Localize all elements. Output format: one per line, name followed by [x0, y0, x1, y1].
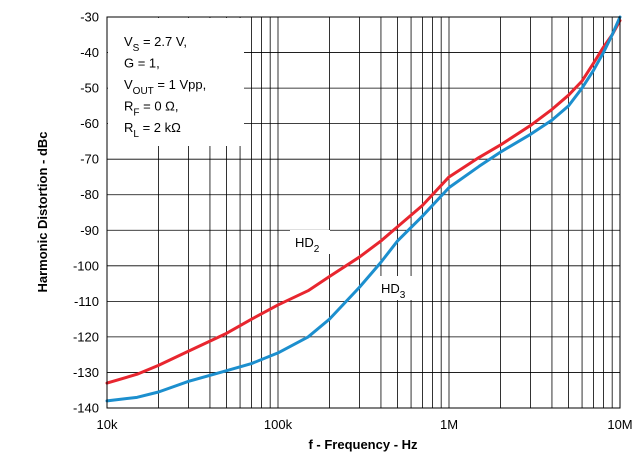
condition-line: RF = 0 Ω,	[124, 99, 179, 119]
condition-line: VS = 2.7 V,	[124, 34, 187, 54]
series-label-background	[376, 276, 416, 300]
series-labels: HD2 HD3	[290, 230, 416, 301]
y-tick-label: -80	[80, 187, 99, 202]
y-axis-label: Harmonic Distortion - dBc	[35, 131, 50, 292]
x-tick-label: 10M	[607, 417, 632, 432]
y-tick-label: -90	[80, 223, 99, 238]
y-tick-label: -140	[73, 401, 99, 416]
plot-frame	[106, 16, 621, 409]
y-tick-label: -70	[80, 152, 99, 167]
y-tick-label: -40	[80, 45, 99, 60]
condition-line: RL = 2 kΩ	[124, 120, 181, 140]
x-axis-label: f - Frequency - Hz	[308, 437, 418, 452]
series-line-hd2	[105, 19, 622, 385]
y-tick-label: -30	[80, 10, 99, 25]
series-line-hd3	[105, 15, 622, 403]
series-label-hd2: HD2	[295, 235, 320, 255]
x-tick-label: 100k	[264, 417, 293, 432]
tick-labels: -30 -40 -50 -60 -70 -80 -90 -100 -110 -120 -130 -14…	[73, 10, 633, 433]
y-tick-label: -60	[80, 116, 99, 131]
series-label-hd3: HD3	[381, 281, 406, 301]
x-tick-label: 1M	[440, 417, 458, 432]
condition-line: G = 1,	[124, 56, 160, 71]
y-tick-label: -130	[73, 365, 99, 380]
y-tick-label: -110	[74, 294, 99, 309]
condition-line: VOUT = 1 Vpp,	[124, 77, 206, 97]
y-tick-label: -100	[73, 258, 99, 273]
conditions-background	[108, 18, 244, 146]
y-tick-label: -120	[73, 329, 99, 344]
test-conditions-box: VS = 2.7 V, G = 1, VOUT = 1 Vpp,RF = 0 Ω,R…	[108, 18, 244, 146]
series-lines	[105, 15, 622, 403]
x-tick-label: 10k	[97, 417, 118, 432]
y-tick-label: -50	[80, 81, 99, 96]
series-label-background	[290, 230, 330, 254]
